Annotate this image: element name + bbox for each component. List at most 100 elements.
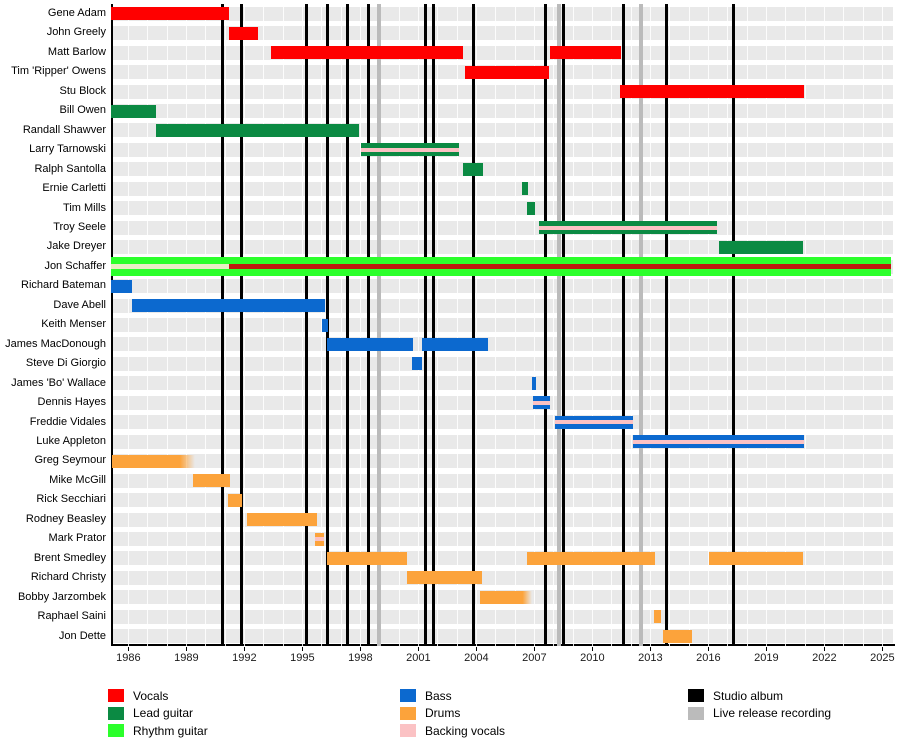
legend-item: Bass bbox=[400, 688, 452, 703]
year-gridline bbox=[649, 4, 651, 646]
member-bar-jon-dette bbox=[662, 629, 692, 643]
legend-swatch-live_recording bbox=[688, 706, 704, 720]
legend-item: Lead guitar bbox=[108, 706, 193, 721]
axis-tick bbox=[243, 647, 245, 651]
year-gridline bbox=[398, 4, 400, 646]
legend-label: Backing vocals bbox=[425, 723, 506, 738]
member-label: Richard Christy bbox=[30, 571, 106, 584]
member-bar-richard-bateman bbox=[111, 279, 133, 293]
year-gridline bbox=[591, 4, 593, 646]
row-stripe bbox=[111, 376, 893, 391]
axis-tick-label: 2007 bbox=[522, 652, 547, 664]
studio-album-line bbox=[345, 4, 349, 646]
row-stripe bbox=[111, 512, 893, 527]
year-gridline bbox=[359, 4, 361, 646]
plot-area bbox=[111, 4, 893, 646]
backing-vocals-stripe bbox=[555, 420, 633, 425]
legend-label: Vocals bbox=[133, 688, 169, 703]
member-label: Jon Schaffer bbox=[44, 259, 106, 272]
x-axis-line bbox=[111, 644, 895, 646]
member-bar-brent-smedley bbox=[527, 551, 655, 565]
year-gridline bbox=[417, 4, 419, 646]
studio-album-line bbox=[562, 4, 566, 646]
backing-vocals-stripe bbox=[361, 147, 459, 152]
year-gridline bbox=[127, 4, 129, 646]
member-label: Keith Menser bbox=[41, 318, 106, 331]
year-gridline bbox=[282, 4, 284, 646]
row-stripe bbox=[111, 220, 893, 235]
member-label: Rodney Beasley bbox=[25, 512, 106, 525]
studio-album-line bbox=[665, 4, 669, 646]
year-gridline bbox=[746, 4, 748, 646]
axis-tick bbox=[765, 647, 767, 651]
member-bar-richard-christy bbox=[407, 571, 483, 585]
axis-tick bbox=[881, 647, 883, 651]
member-bar-larry-tarnowski bbox=[361, 143, 459, 157]
member-labels-column: Gene Adam John Greely Matt Barlow Tim 'Ripp… bbox=[0, 0, 107, 650]
member-bar-raphael-saini bbox=[653, 610, 661, 624]
member-label: Gene Adam bbox=[47, 7, 106, 19]
year-gridline bbox=[785, 4, 787, 646]
backing-vocals-stripe bbox=[539, 225, 717, 230]
year-gridline bbox=[205, 4, 207, 646]
year-gridline bbox=[572, 4, 574, 646]
legend-item: Drums bbox=[400, 706, 460, 721]
member-bar-mark-prator bbox=[315, 532, 325, 546]
year-gridline bbox=[495, 4, 497, 646]
axis-tick-label: 2010 bbox=[580, 652, 605, 664]
studio-album-line bbox=[304, 4, 308, 646]
year-gridline bbox=[147, 4, 149, 646]
year-gridline bbox=[765, 4, 767, 646]
legend-label: Drums bbox=[425, 706, 461, 720]
member-bar-bobby-jarzombek bbox=[480, 590, 533, 604]
member-label: Rick Secchiari bbox=[36, 493, 106, 506]
member-label: Bobby Jarzombek bbox=[17, 590, 106, 603]
row-stripe bbox=[111, 395, 893, 410]
axis-tick-label: 1998 bbox=[348, 652, 373, 664]
axis-tick bbox=[823, 647, 825, 651]
member-label: Luke Appleton bbox=[36, 435, 106, 447]
studio-album-line bbox=[431, 4, 435, 646]
member-label: Bill Owen bbox=[59, 104, 106, 117]
legend-item: Backing vocals bbox=[400, 723, 505, 738]
axis-tick-label: 2016 bbox=[696, 652, 721, 664]
member-bar-brent-smedley bbox=[709, 551, 804, 565]
year-gridline bbox=[804, 4, 806, 646]
axis-tick-label: 2019 bbox=[754, 652, 779, 664]
row-stripe bbox=[111, 609, 893, 624]
member-bar-ralph-santolla bbox=[462, 162, 484, 176]
legend-label: Rhythm guitar bbox=[133, 723, 208, 738]
live-recording-line bbox=[638, 4, 643, 646]
legend-item: Studio album bbox=[688, 688, 783, 703]
member-label: Ralph Santolla bbox=[34, 162, 106, 175]
live-recording-line bbox=[556, 4, 561, 646]
member-bar-troy-seele bbox=[539, 221, 717, 235]
legend: Vocals Lead guitar Rhythm guitar Bass Drums B… bbox=[0, 684, 900, 750]
year-gridline bbox=[301, 4, 303, 646]
axis-tick-label: 1992 bbox=[232, 652, 257, 664]
member-bar-stu-block bbox=[620, 85, 804, 99]
studio-album-line bbox=[622, 4, 626, 646]
row-stripe bbox=[111, 629, 893, 644]
row-stripe bbox=[111, 103, 893, 118]
member-bar-gene-adam bbox=[111, 7, 229, 21]
year-gridline bbox=[475, 4, 477, 646]
studio-album-line bbox=[366, 4, 370, 646]
legend-swatch-backing_vocals bbox=[400, 724, 416, 737]
year-gridline bbox=[514, 4, 516, 646]
legend-label: Lead guitar bbox=[133, 706, 194, 720]
year-gridline bbox=[881, 4, 883, 646]
year-gridline bbox=[630, 4, 632, 646]
member-label: Larry Tarnowski bbox=[29, 143, 106, 156]
role-overlay-stripe bbox=[228, 264, 892, 270]
year-gridline bbox=[321, 4, 323, 646]
member-bar-bill-owen bbox=[111, 104, 157, 118]
member-bar-matt-barlow bbox=[549, 46, 621, 60]
studio-album-line bbox=[732, 4, 736, 646]
axis-tick bbox=[359, 647, 361, 651]
year-gridline bbox=[862, 4, 864, 646]
member-label: Matt Barlow bbox=[47, 45, 106, 58]
row-stripe bbox=[111, 317, 893, 332]
legend-label: Live release recording bbox=[713, 706, 832, 720]
axis-tick-label: 1986 bbox=[116, 652, 141, 664]
